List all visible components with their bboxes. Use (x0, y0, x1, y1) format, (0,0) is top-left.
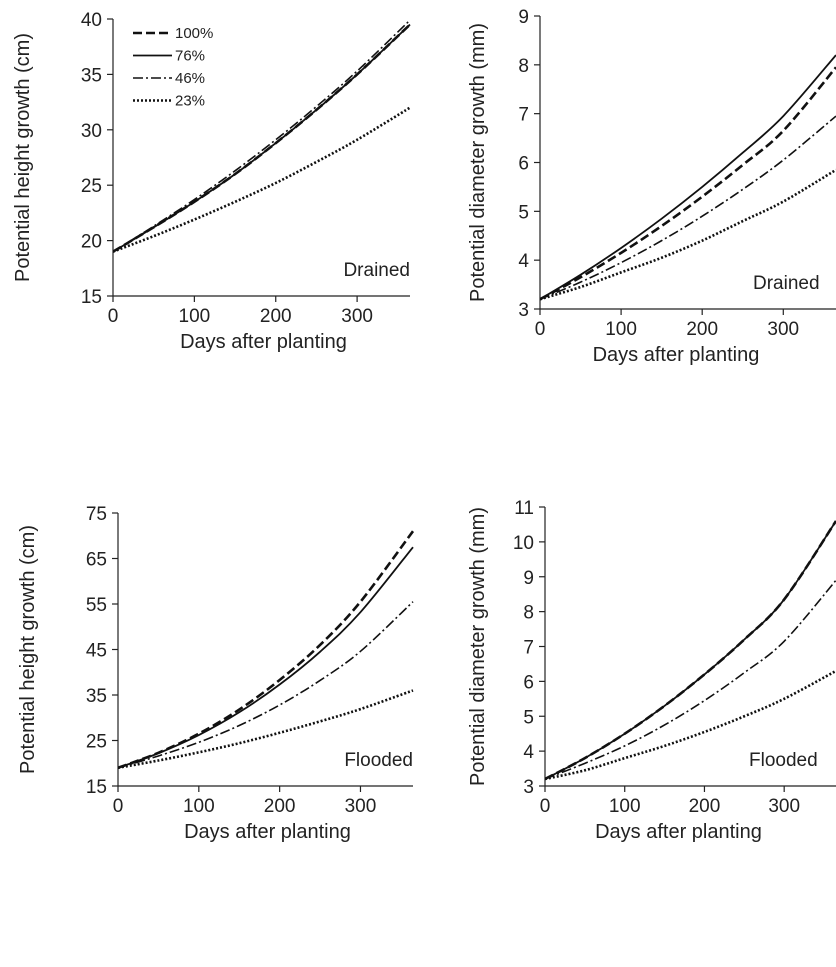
x-tick-label: 0 (540, 796, 551, 817)
series-line-76pct (545, 520, 836, 780)
series-line-100pct (545, 520, 836, 781)
y-tick-label: 4 (518, 251, 529, 272)
x-tick-label: 0 (113, 796, 124, 817)
x-tick-label: 100 (183, 796, 215, 817)
y-axis-title: Potential height growth (cm) (17, 525, 39, 774)
y-tick-label: 25 (86, 732, 107, 753)
y-tick-label: 6 (518, 154, 529, 175)
y-tick-label: 5 (523, 707, 534, 728)
series-line-46pct (113, 19, 411, 253)
y-tick-label: 6 (523, 672, 534, 693)
series-line-23pct (540, 168, 836, 301)
x-axis-title: Days after planting (593, 344, 760, 366)
x-tick-label: 0 (535, 319, 546, 340)
y-tick-label: 40 (81, 10, 102, 31)
series-line-46pct (545, 579, 836, 780)
y-tick-label: 3 (523, 777, 534, 798)
legend-label: 76% (175, 48, 205, 65)
x-axis-title: Days after planting (180, 331, 347, 353)
series-line-46pct (118, 601, 414, 769)
x-tick-label: 100 (179, 306, 211, 327)
x-tick-label: 200 (264, 796, 296, 817)
x-tick-label: 200 (689, 796, 721, 817)
panel-label: Flooded (344, 750, 413, 771)
y-tick-label: 55 (86, 595, 107, 616)
series-line-100pct (540, 66, 836, 301)
series-line-76pct (118, 546, 414, 769)
panel-label: Flooded (749, 750, 818, 771)
y-tick-label: 75 (86, 504, 107, 525)
y-tick-label: 10 (513, 533, 534, 554)
y-tick-label: 3 (518, 300, 529, 321)
y-tick-label: 15 (86, 777, 107, 798)
x-tick-label: 0 (108, 306, 119, 327)
y-tick-label: 5 (518, 202, 529, 223)
chart-panel-3: 15 25 35 45 55 65 75 0 100 200 300 Days after plant… (17, 504, 415, 843)
series-line-100pct (113, 23, 411, 253)
chart-panel-4: 3 4 5 6 7 8 9 10 11 0 100 200 300 Days after planting… (467, 498, 836, 843)
y-tick-label: 20 (81, 232, 102, 253)
x-tick-label: 200 (260, 306, 292, 327)
y-tick-label: 65 (86, 550, 107, 571)
x-tick-label: 300 (341, 306, 373, 327)
x-tick-label: 300 (768, 796, 800, 817)
y-axis-title: Potential diameter growth (mm) (467, 507, 489, 786)
x-tick-label: 100 (605, 319, 637, 340)
y-tick-label: 35 (81, 65, 102, 86)
y-tick-label: 35 (86, 686, 107, 707)
series-line-100pct (118, 530, 415, 770)
series-line-76pct (540, 54, 836, 301)
chart-panel-1: 15 20 25 30 35 40 0 100 200 300 Days after plantin… (12, 10, 411, 353)
series-line-23pct (545, 669, 836, 781)
y-tick-label: 25 (81, 176, 102, 197)
legend-label: 23% (175, 93, 205, 110)
x-axis-title: Days after planting (184, 821, 351, 843)
x-tick-label: 200 (686, 319, 718, 340)
series-line-23pct (113, 106, 411, 253)
y-tick-label: 15 (81, 287, 102, 308)
legend-label: 100% (175, 25, 213, 42)
y-tick-label: 7 (518, 105, 529, 126)
x-tick-label: 300 (767, 319, 799, 340)
x-tick-label: 100 (609, 796, 641, 817)
y-tick-label: 9 (523, 568, 534, 589)
y-tick-label: 30 (81, 121, 102, 142)
y-tick-label: 11 (514, 498, 534, 519)
series-line-23pct (118, 689, 414, 770)
panel-label: Drained (343, 260, 410, 281)
legend-label: 46% (175, 70, 205, 87)
y-tick-label: 8 (518, 56, 529, 77)
y-axis-title: Potential height growth (cm) (12, 33, 34, 282)
y-tick-label: 7 (523, 638, 534, 659)
x-tick-label: 300 (345, 796, 377, 817)
y-tick-label: 8 (523, 603, 534, 624)
y-tick-label: 9 (518, 7, 529, 28)
panel-label: Drained (753, 273, 820, 294)
series-line-76pct (113, 23, 411, 253)
chart-panel-2: 3 4 5 6 7 8 9 0 100 200 300 Days after planting Pote… (467, 7, 836, 366)
legend: 100% 76% 46% 23% (133, 25, 213, 110)
y-tick-label: 4 (523, 742, 534, 763)
x-axis-title: Days after planting (595, 821, 762, 843)
y-axis-title: Potential diameter growth (mm) (467, 23, 489, 302)
y-tick-label: 45 (86, 641, 107, 662)
